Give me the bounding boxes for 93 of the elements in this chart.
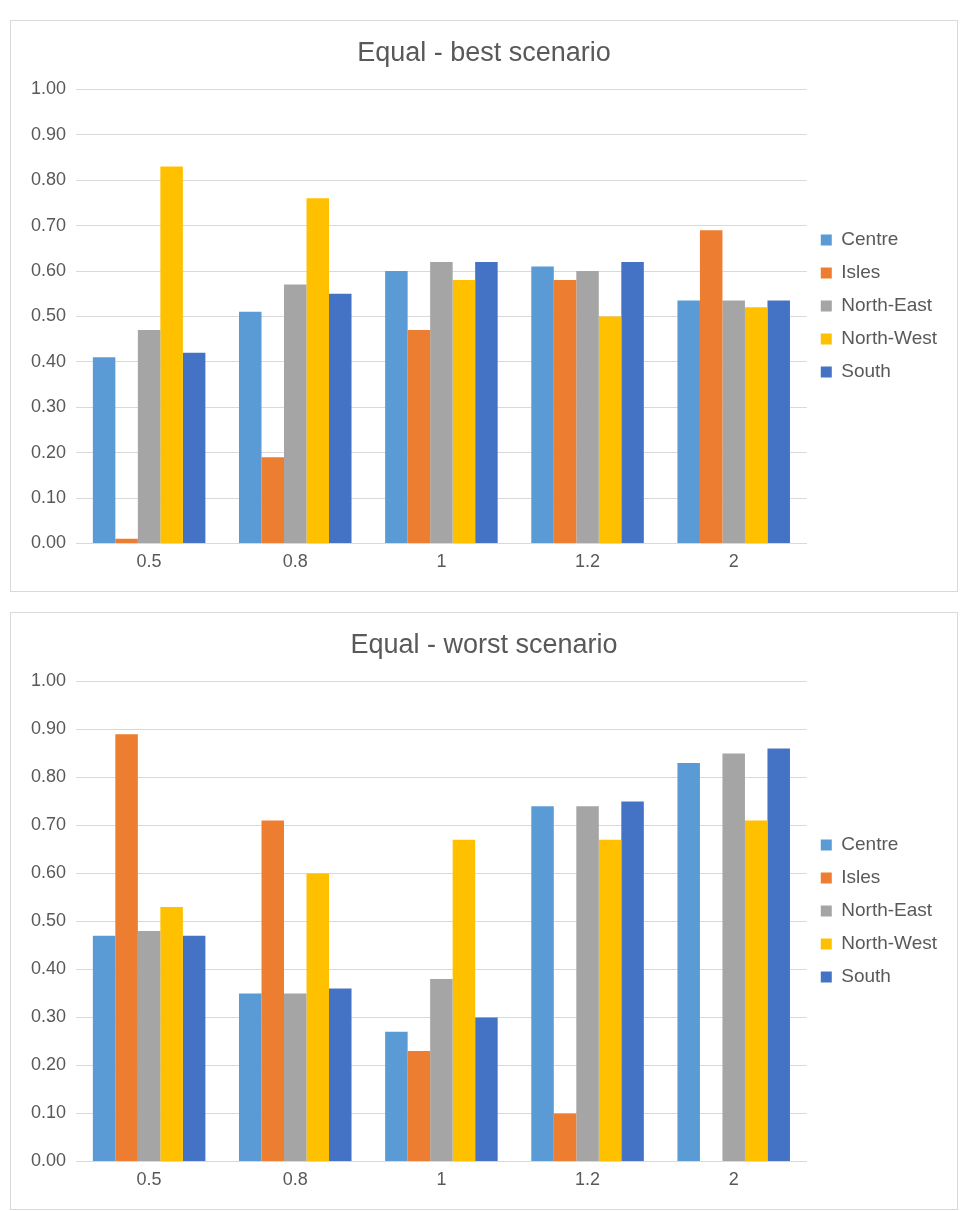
chart-title: Equal - worst scenario (350, 628, 618, 659)
bar (531, 806, 554, 1161)
bar (531, 266, 554, 543)
bar (284, 284, 307, 543)
bar (598, 316, 622, 543)
legend-label: Centre (841, 228, 899, 250)
bar (160, 907, 183, 1161)
y-tick-label: 0.40 (30, 958, 67, 979)
legend-label: North-West (841, 932, 938, 954)
y-tick-label: 0.10 (30, 1102, 67, 1123)
y-tick-label: 0.00 (30, 1150, 67, 1171)
bar (306, 873, 330, 1161)
bar (407, 330, 431, 543)
bar (329, 293, 352, 543)
x-tick-label: 0.8 (282, 551, 308, 572)
legend-label: South (841, 965, 891, 987)
bar (576, 271, 599, 543)
bar (261, 820, 284, 1161)
bar (722, 753, 745, 1161)
bar (430, 979, 453, 1161)
bar (621, 801, 644, 1161)
bar (261, 457, 284, 543)
bar (598, 839, 622, 1161)
bar (553, 1113, 577, 1161)
bar (677, 300, 700, 543)
bar (137, 931, 161, 1161)
x-tick-label: 0.8 (282, 1169, 308, 1190)
bar (238, 311, 262, 543)
y-tick-label: 0.80 (30, 169, 67, 190)
y-tick-label: 0.90 (30, 718, 67, 739)
bar (306, 198, 330, 543)
bar (475, 1017, 498, 1161)
bar (553, 280, 577, 543)
y-tick-label: 0.20 (30, 441, 67, 462)
legend-label: South (841, 360, 891, 382)
x-tick-label: 0.5 (136, 551, 162, 572)
y-tick-label: 1.00 (30, 78, 67, 99)
bar (475, 261, 498, 543)
bar (621, 261, 644, 543)
y-tick-label: 0.70 (30, 214, 67, 235)
bar (452, 280, 476, 543)
legend-label: Isles (841, 866, 881, 888)
y-tick-label: 0.90 (30, 123, 67, 144)
bar (137, 330, 161, 543)
y-tick-label: 0.00 (30, 532, 67, 553)
bar (115, 538, 138, 543)
y-tick-label: 1.00 (30, 670, 67, 691)
bar (92, 935, 116, 1161)
bar (430, 261, 453, 543)
bar (182, 935, 206, 1161)
x-tick-label: 1 (436, 551, 447, 572)
bar (284, 993, 307, 1161)
x-tick-label: 2 (728, 1169, 739, 1190)
legend-label: North-East (841, 899, 933, 921)
y-tick-label: 0.40 (30, 350, 67, 371)
legend-label: North-East (841, 294, 933, 316)
bar (329, 988, 352, 1161)
bar (744, 307, 768, 543)
bar (677, 763, 700, 1161)
legend-label: North-West (841, 327, 938, 349)
bar (722, 300, 745, 543)
y-tick-label: 0.50 (30, 910, 67, 931)
bar (699, 230, 723, 543)
y-tick-label: 0.10 (30, 486, 67, 507)
bar (92, 357, 116, 543)
y-tick-label: 0.60 (30, 862, 67, 883)
bar (452, 839, 476, 1161)
bar (115, 734, 138, 1161)
y-tick-label: 0.50 (30, 305, 67, 326)
bar (160, 166, 183, 543)
bar (385, 271, 408, 543)
chart-title: Equal - best scenario (357, 36, 611, 67)
y-tick-label: 0.80 (30, 766, 67, 787)
y-tick-label: 0.30 (30, 396, 67, 417)
bar (407, 1051, 431, 1161)
legend-label: Isles (841, 261, 881, 283)
x-tick-label: 0.5 (136, 1169, 162, 1190)
x-tick-label: 1.2 (575, 551, 601, 572)
y-tick-label: 0.30 (30, 1006, 67, 1027)
x-tick-label: 1.2 (575, 1169, 601, 1190)
y-tick-label: 0.60 (30, 259, 67, 280)
bar (767, 748, 790, 1161)
x-tick-label: 1 (436, 1169, 447, 1190)
bar (385, 1031, 408, 1161)
x-tick-label: 2 (728, 551, 739, 572)
y-tick-label: 0.70 (30, 814, 67, 835)
bar (238, 993, 262, 1161)
bar (744, 820, 768, 1161)
y-tick-label: 0.20 (30, 1054, 67, 1075)
legend-label: Centre (841, 833, 899, 855)
bar (182, 352, 206, 543)
bar (576, 806, 599, 1161)
bar (767, 300, 790, 543)
